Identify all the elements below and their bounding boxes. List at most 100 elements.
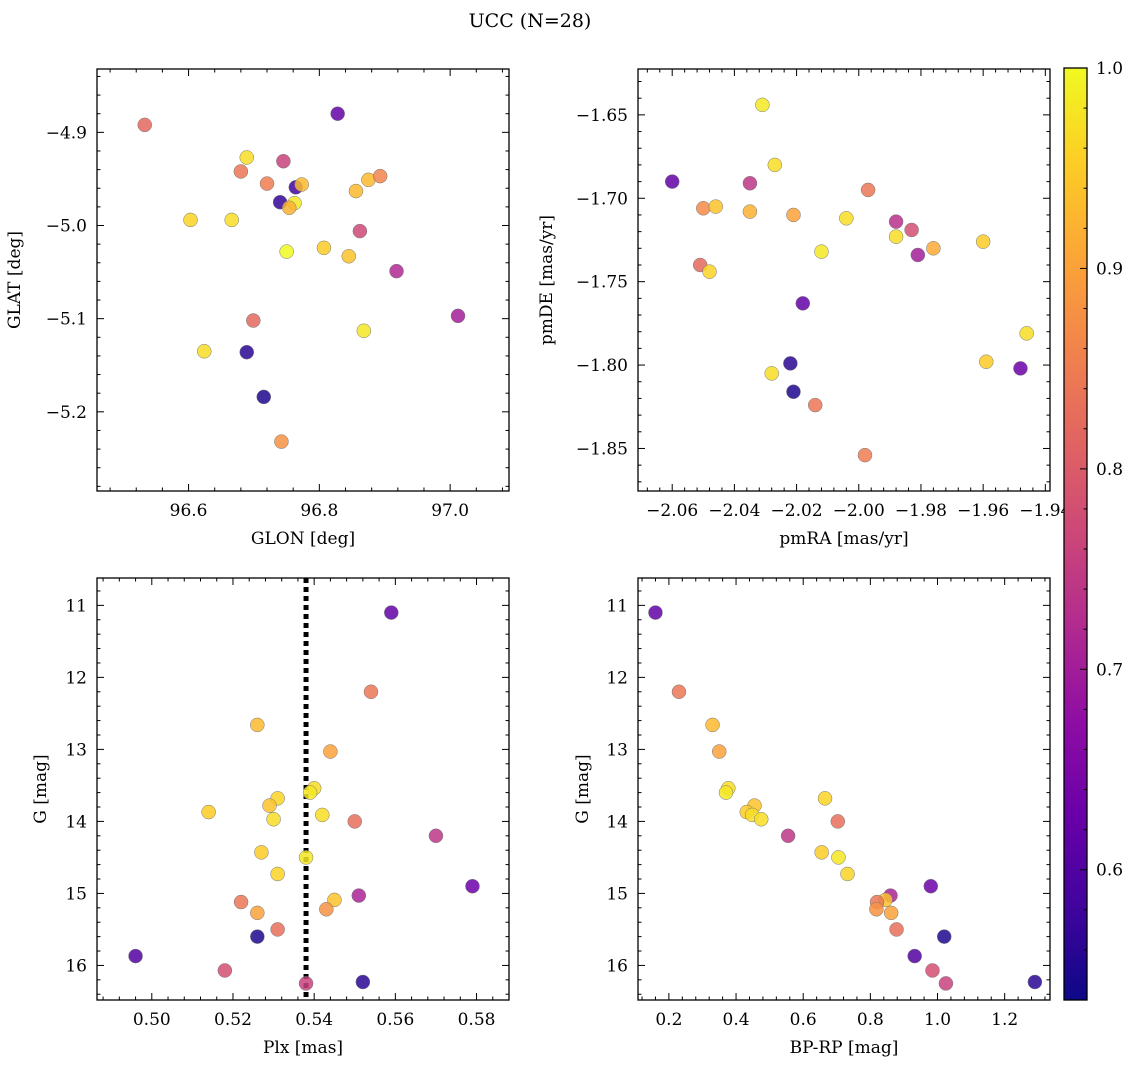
data-point xyxy=(889,922,904,937)
x-tick-label: 96.6 xyxy=(170,501,208,521)
data-point xyxy=(708,199,723,214)
x-tick-label: 1.2 xyxy=(991,1010,1018,1030)
data-point xyxy=(315,807,330,823)
x-tick-label: 97.0 xyxy=(431,501,469,521)
data-point xyxy=(888,214,904,229)
data-point xyxy=(356,323,372,339)
x-tick-label: 0.4 xyxy=(723,1010,750,1030)
data-point xyxy=(302,785,318,800)
data-point xyxy=(938,976,954,991)
data-point xyxy=(250,717,265,733)
data-point xyxy=(298,850,314,865)
panel-3: 0.50 0.52 0.54 0.56 0.58 11 12 13 14 15 16 Plx [mas… xyxy=(31,577,510,1058)
x-tick-label: 96.8 xyxy=(300,501,338,521)
y-axis-label: GLAT [deg] xyxy=(5,231,25,329)
data-point xyxy=(830,814,846,829)
data-point xyxy=(979,354,994,369)
data-point xyxy=(233,894,249,910)
data-point xyxy=(239,344,255,360)
data-point xyxy=(742,204,758,219)
y-tick-label: −1.80 xyxy=(576,356,628,376)
colorbar-tick-label: 0.8 xyxy=(1096,460,1123,480)
x-tick-label: −2.02 xyxy=(771,501,823,521)
x-tick-label: −1.98 xyxy=(895,501,947,521)
y-tick-label: 12 xyxy=(65,668,87,688)
data-point xyxy=(907,948,922,964)
y-tick-label: −5.1 xyxy=(46,310,87,330)
data-point xyxy=(254,845,269,860)
colorbar-tick-label: 0.7 xyxy=(1096,660,1123,680)
data-point xyxy=(389,263,404,279)
data-point xyxy=(857,447,873,463)
data-point xyxy=(250,929,265,944)
y-tick-label: −1.85 xyxy=(576,439,628,459)
x-tick-label: 1.0 xyxy=(924,1010,951,1030)
x-tick-label: 0.58 xyxy=(458,1010,496,1030)
data-point xyxy=(197,344,212,359)
x-tick-label: 0.8 xyxy=(857,1010,884,1030)
data-point xyxy=(936,929,952,944)
data-point xyxy=(282,200,297,216)
data-point xyxy=(764,366,779,381)
data-point xyxy=(767,157,783,173)
y-axis-label: G [mag] xyxy=(31,754,51,823)
data-point xyxy=(348,183,364,199)
data-point xyxy=(183,212,198,228)
x-axis-label: GLON [deg] xyxy=(251,529,355,549)
data-point xyxy=(840,866,855,882)
data-point xyxy=(298,976,314,991)
data-point xyxy=(428,828,444,844)
x-tick-label: −1.94 xyxy=(1019,501,1071,521)
data-point xyxy=(910,247,926,263)
data-point xyxy=(262,798,277,813)
colorbar-tick-label: 0.9 xyxy=(1096,259,1123,279)
x-tick-label: −2.04 xyxy=(708,501,760,521)
data-point xyxy=(341,248,357,264)
data-point xyxy=(753,811,769,827)
data-point xyxy=(327,892,342,908)
data-point xyxy=(718,785,734,800)
x-tick-label: 0.2 xyxy=(655,1010,682,1030)
y-tick-label: 13 xyxy=(606,740,628,760)
y-tick-label: −5.2 xyxy=(46,403,87,423)
panel-1: 96.6 96.8 97.0 −5.2 −5.1 −5.0 −4.9 GLON [deg] GL… xyxy=(5,68,510,549)
data-point xyxy=(128,948,143,964)
panel-4: 0.2 0.4 0.6 0.8 1.0 1.2 11 12 13 14 15 16 BP-RP [mag… xyxy=(573,577,1051,1058)
x-tick-label: −2.00 xyxy=(833,501,885,521)
data-point xyxy=(975,234,991,249)
panel-2: −2.06 −2.04 −2.02 −2.00 −1.98 −1.96 −1.94 −1.85… xyxy=(537,68,1071,549)
y-tick-label: −1.70 xyxy=(576,189,628,209)
x-tick-label: 0.50 xyxy=(133,1010,171,1030)
data-point xyxy=(696,201,711,216)
data-point xyxy=(780,828,796,844)
y-axis-label: G [mag] xyxy=(573,754,593,823)
y-tick-label: −1.75 xyxy=(576,273,628,293)
data-point xyxy=(276,153,291,169)
x-tick-label: −1.96 xyxy=(957,501,1009,521)
y-tick-label: 15 xyxy=(65,884,87,904)
axes-frame xyxy=(637,68,1051,492)
x-tick-label: 0.54 xyxy=(295,1010,333,1030)
data-point xyxy=(384,605,399,620)
x-tick-label: −2.06 xyxy=(646,501,698,521)
data-point xyxy=(363,684,379,700)
data-point xyxy=(783,356,798,371)
axes-frame xyxy=(96,68,510,492)
data-point xyxy=(860,182,876,198)
data-point xyxy=(450,308,466,324)
data-point xyxy=(883,905,899,921)
data-point xyxy=(224,212,239,228)
data-point xyxy=(831,850,846,865)
axes-frame xyxy=(637,577,1051,1001)
colorbar: 0.6 0.7 0.8 0.9 1.0 xyxy=(1063,59,1123,1001)
data-point xyxy=(266,811,281,827)
panels: 96.6 96.8 97.0 −5.2 −5.1 −5.0 −4.9 GLON [deg] GL… xyxy=(5,68,1071,1058)
data-point xyxy=(786,207,801,223)
data-point xyxy=(664,174,680,189)
data-point xyxy=(351,888,367,903)
colorbar-gradient xyxy=(1063,67,1088,1001)
data-point xyxy=(319,902,334,917)
data-point xyxy=(201,804,216,820)
data-point xyxy=(869,902,884,917)
data-point xyxy=(807,397,823,413)
